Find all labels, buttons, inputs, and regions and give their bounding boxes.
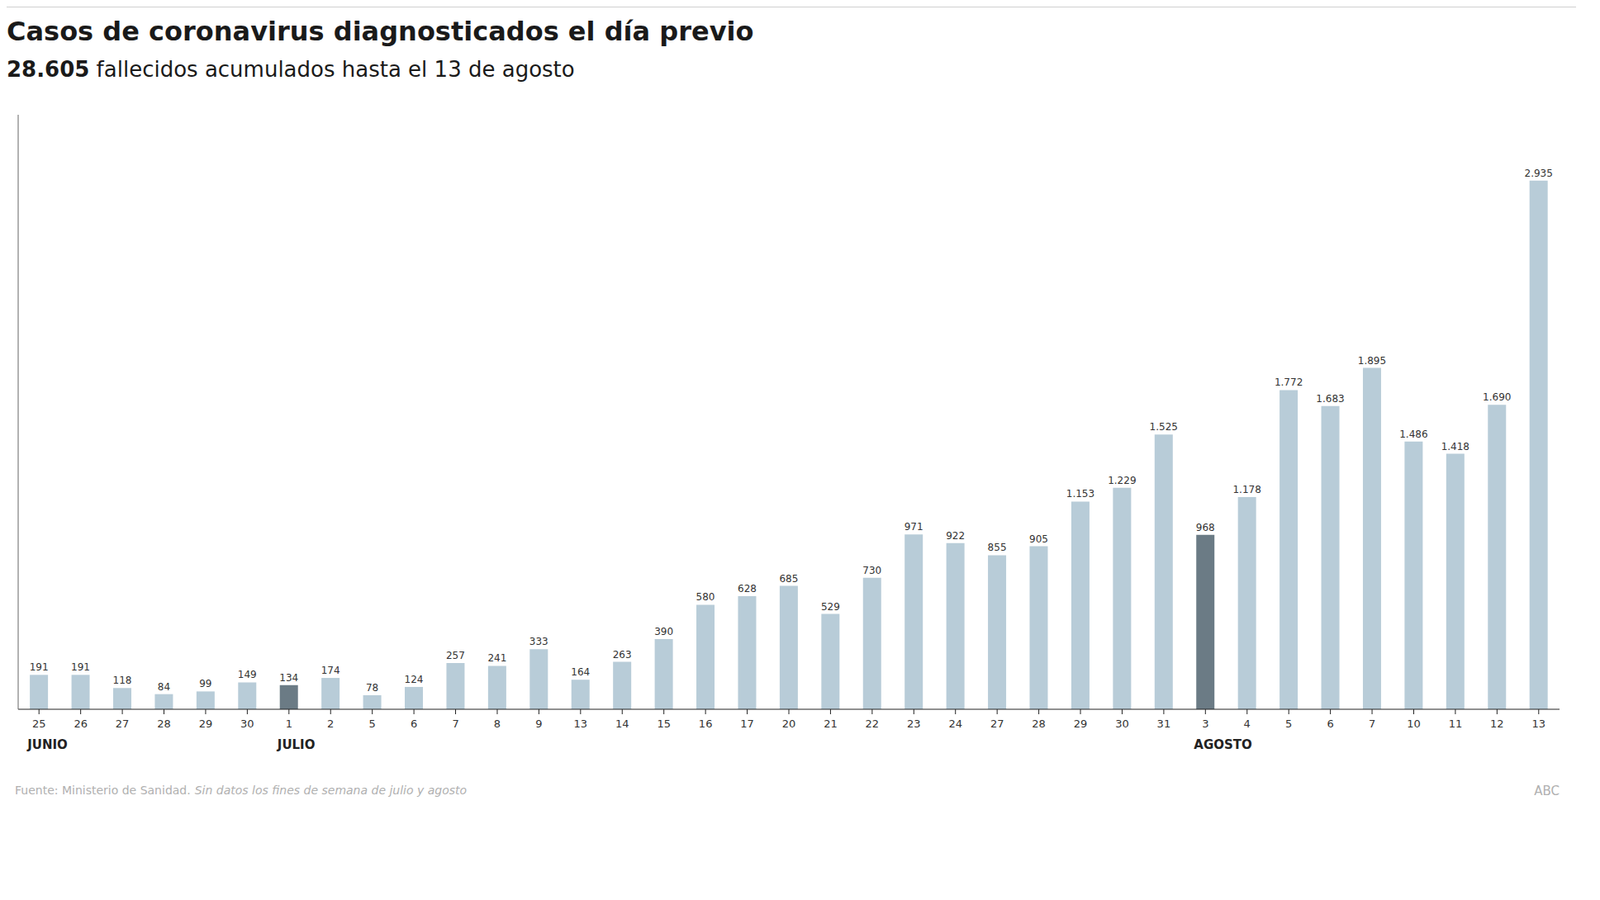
svg-text:1.486: 1.486 — [1399, 428, 1428, 441]
svg-text:1.895: 1.895 — [1357, 355, 1387, 367]
svg-text:7: 7 — [1368, 717, 1376, 731]
svg-text:7: 7 — [451, 717, 459, 731]
svg-text:685: 685 — [778, 573, 798, 585]
svg-text:1.525: 1.525 — [1149, 421, 1178, 433]
svg-text:22: 22 — [865, 717, 880, 731]
svg-text:134: 134 — [279, 672, 299, 684]
svg-text:78: 78 — [365, 682, 379, 694]
svg-text:968: 968 — [1196, 522, 1216, 534]
svg-text:1.153: 1.153 — [1066, 488, 1095, 500]
svg-text:9: 9 — [535, 717, 542, 731]
svg-text:27: 27 — [990, 717, 1005, 731]
svg-text:922: 922 — [945, 530, 965, 542]
svg-text:26: 26 — [73, 717, 88, 731]
svg-text:333: 333 — [529, 636, 549, 648]
svg-text:257: 257 — [446, 650, 466, 662]
svg-text:13: 13 — [1532, 717, 1547, 731]
svg-text:1.178: 1.178 — [1232, 484, 1261, 496]
svg-text:4: 4 — [1243, 717, 1251, 731]
svg-text:28: 28 — [1031, 717, 1046, 731]
svg-text:1: 1 — [285, 717, 293, 731]
svg-text:730: 730 — [862, 564, 882, 577]
html-text:Casos de coronavirus diagnosti: Casos de coronavirus diagnosticados el d… — [6, 15, 754, 48]
svg-text:191: 191 — [29, 661, 49, 674]
html-text:28.605 fallecidos acumulados h: 28.605 fallecidos acumulados hasta el 13… — [6, 56, 575, 82]
svg-text:628: 628 — [737, 583, 757, 595]
svg-text:2.935: 2.935 — [1524, 167, 1553, 180]
svg-text:529: 529 — [821, 601, 841, 613]
svg-text:124: 124 — [404, 674, 424, 686]
svg-text:11: 11 — [1448, 717, 1463, 731]
svg-text:971: 971 — [904, 521, 924, 533]
svg-text:17: 17 — [740, 717, 755, 731]
svg-text:12: 12 — [1490, 717, 1505, 731]
svg-text:390: 390 — [654, 626, 674, 638]
svg-text:241: 241 — [487, 652, 507, 665]
svg-text:855: 855 — [987, 541, 1007, 554]
svg-text:3: 3 — [1201, 717, 1209, 731]
svg-text:164: 164 — [570, 666, 590, 679]
svg-text:21: 21 — [823, 717, 838, 731]
svg-text:99: 99 — [199, 678, 212, 690]
svg-text:29: 29 — [1073, 717, 1088, 731]
svg-text:JUNIO: JUNIO — [26, 737, 68, 753]
svg-text:2: 2 — [327, 717, 334, 731]
svg-text:AGOSTO: AGOSTO — [1193, 737, 1252, 753]
svg-text:23: 23 — [906, 717, 922, 731]
svg-text:10: 10 — [1406, 717, 1421, 731]
html-text:Fuente: Ministerio de Sanidad.: Fuente: Ministerio de Sanidad. Sin datos… — [14, 783, 467, 798]
svg-text:6: 6 — [1326, 717, 1334, 731]
svg-text:15: 15 — [656, 717, 671, 731]
svg-text:25: 25 — [32, 717, 47, 731]
svg-text:1.683: 1.683 — [1315, 393, 1344, 405]
svg-text:8: 8 — [493, 717, 501, 731]
svg-text:30: 30 — [1115, 717, 1130, 731]
svg-text:24: 24 — [948, 717, 963, 731]
svg-text:6: 6 — [410, 717, 418, 731]
html-text:ABC: ABC — [1534, 783, 1560, 799]
svg-text:263: 263 — [612, 649, 632, 661]
svg-text:29: 29 — [199, 717, 214, 731]
svg-text:1.229: 1.229 — [1107, 474, 1136, 487]
svg-text:20: 20 — [782, 717, 797, 731]
svg-text:191: 191 — [71, 661, 91, 674]
svg-text:149: 149 — [237, 669, 257, 681]
svg-text:1.690: 1.690 — [1482, 391, 1511, 404]
svg-text:27: 27 — [115, 717, 130, 731]
svg-text:580: 580 — [696, 591, 716, 603]
svg-text:1.418: 1.418 — [1441, 441, 1470, 453]
svg-text:118: 118 — [113, 674, 133, 687]
svg-text:174: 174 — [321, 664, 341, 677]
svg-text:16: 16 — [698, 717, 713, 731]
svg-text:13: 13 — [574, 717, 589, 731]
svg-text:84: 84 — [157, 681, 171, 694]
svg-text:1.772: 1.772 — [1274, 376, 1303, 389]
svg-text:5: 5 — [369, 717, 376, 731]
svg-text:905: 905 — [1029, 533, 1049, 546]
svg-text:30: 30 — [240, 717, 255, 731]
svg-text:JULIO: JULIO — [276, 737, 316, 753]
svg-text:31: 31 — [1157, 717, 1172, 731]
svg-text:28: 28 — [156, 717, 171, 731]
svg-text:5: 5 — [1285, 717, 1292, 731]
svg-text:14: 14 — [615, 717, 630, 731]
